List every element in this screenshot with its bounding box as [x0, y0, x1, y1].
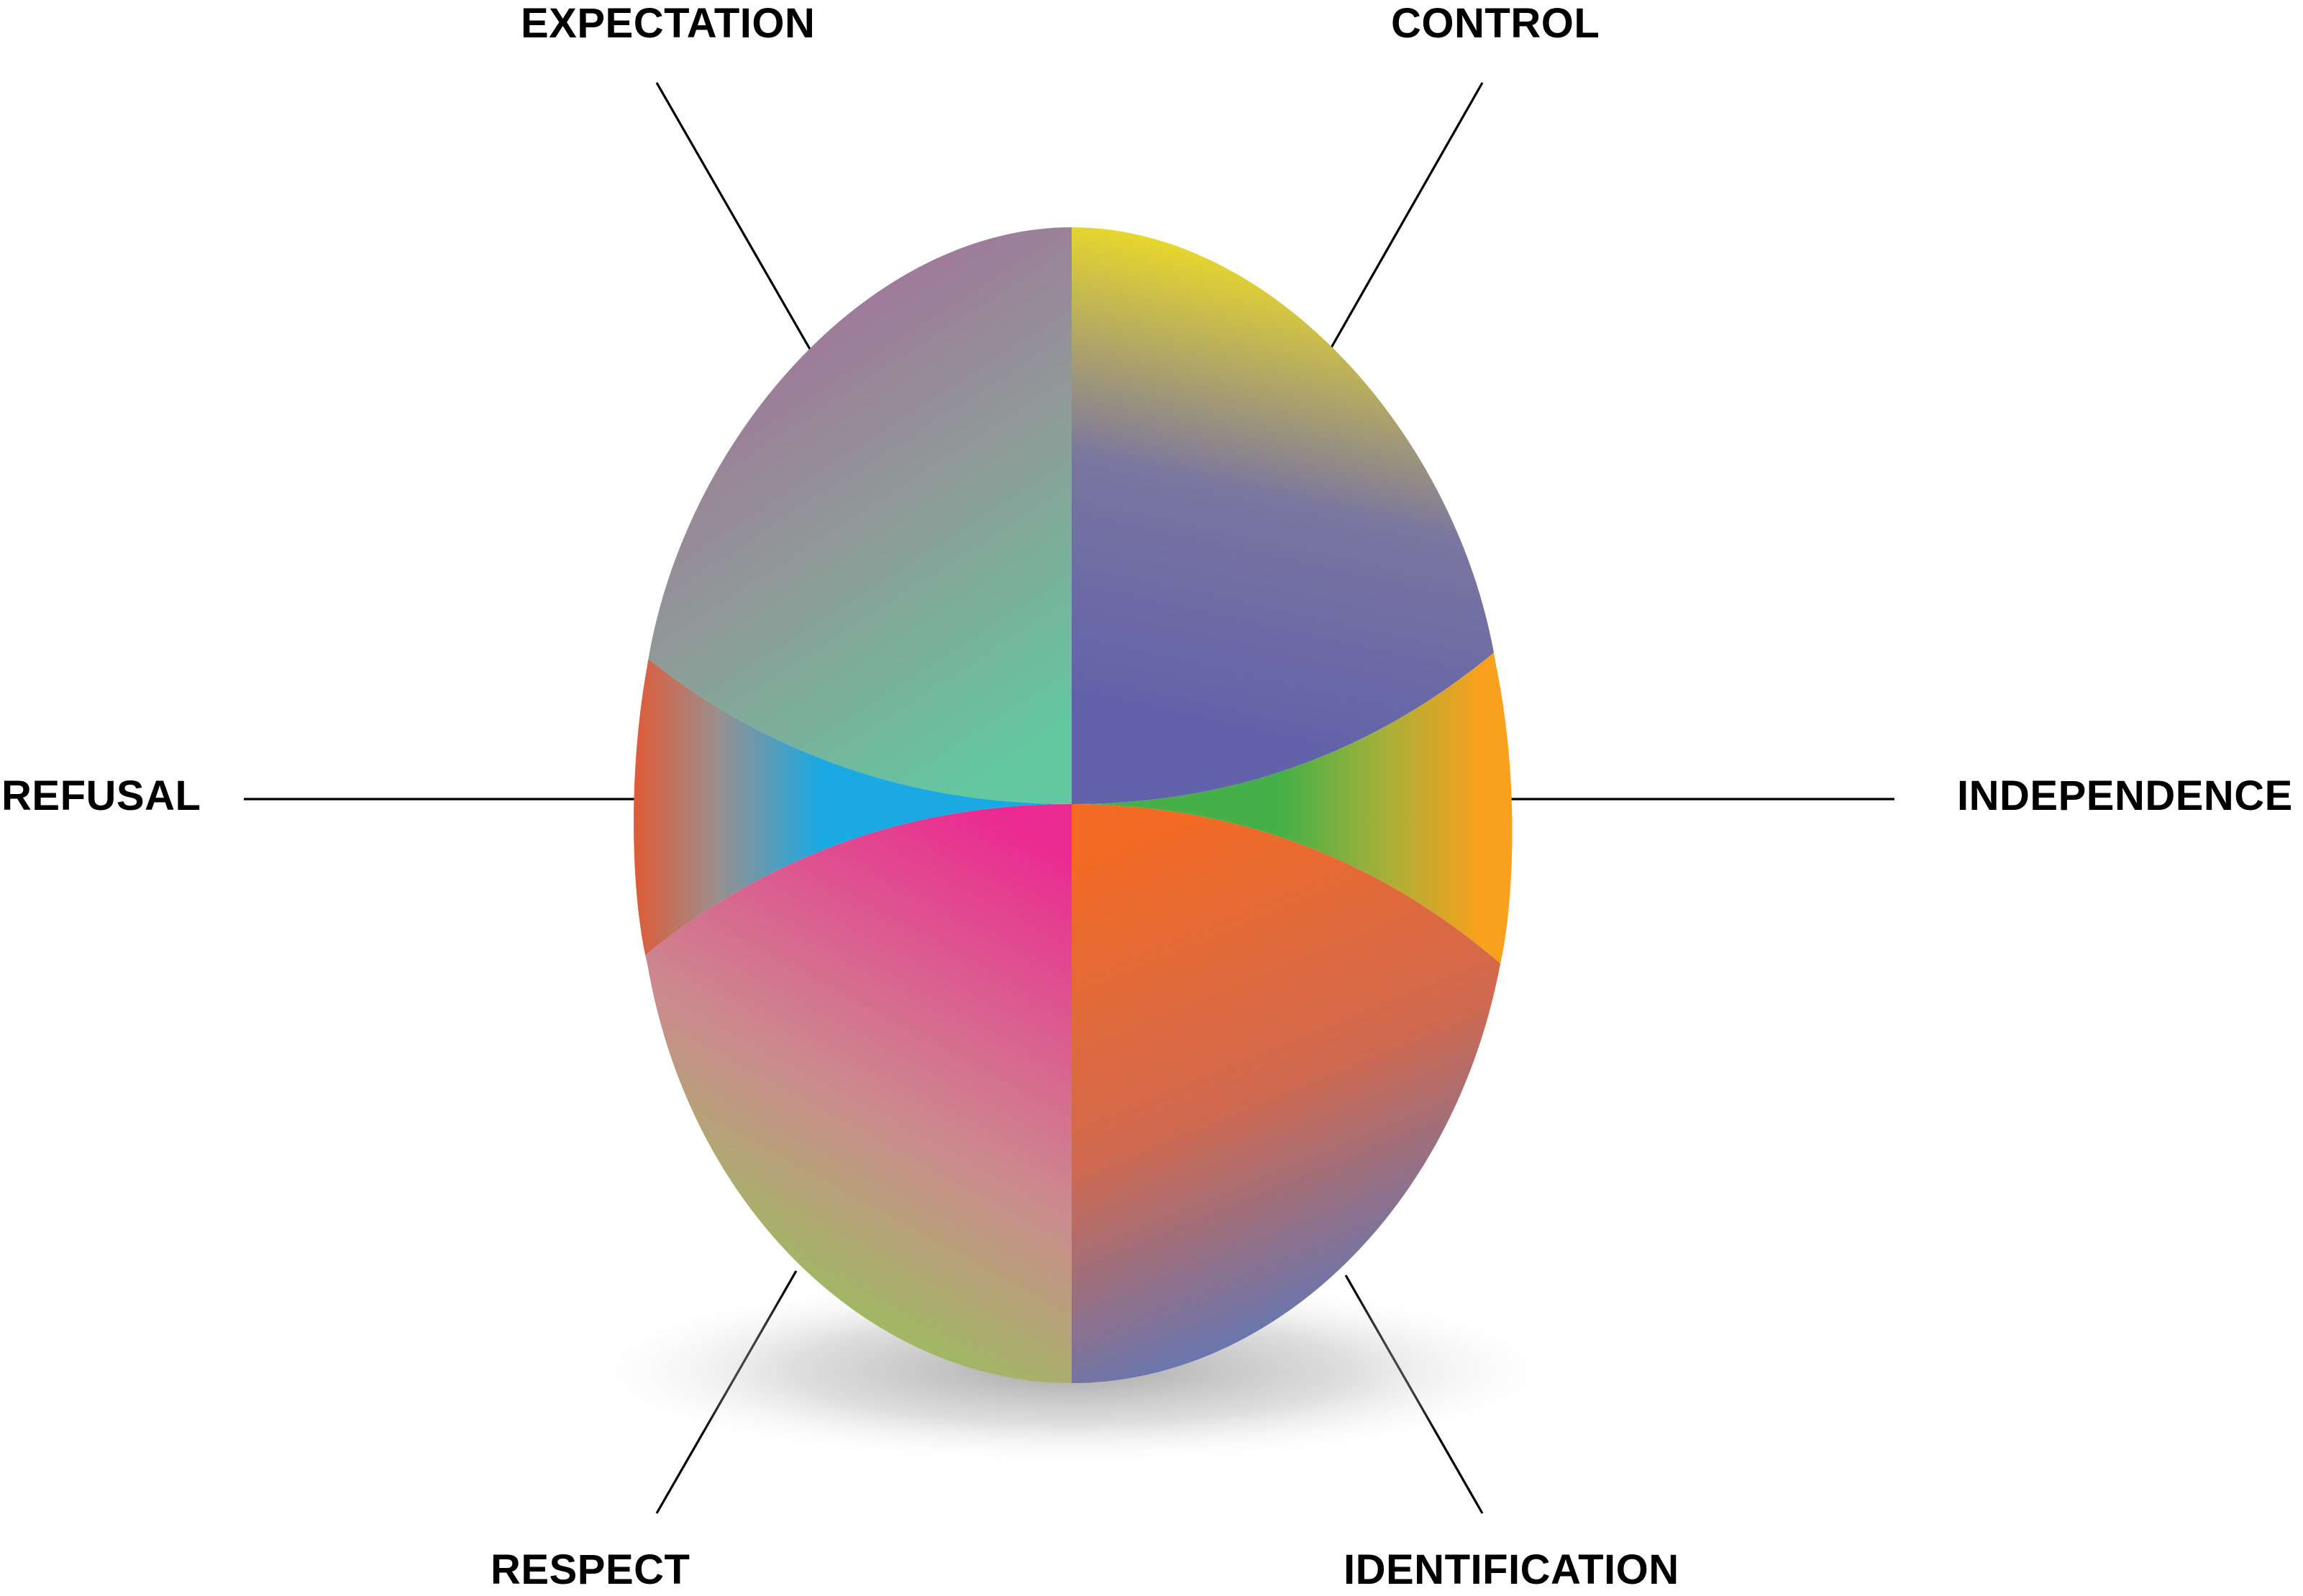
segment-independence — [1072, 626, 1513, 985]
segment-refusal — [634, 634, 1072, 978]
label-control: CONTROL — [1391, 0, 1600, 47]
label-respect: RESPECT — [491, 1546, 690, 1593]
label-identification: IDENTIFICATION — [1344, 1546, 1679, 1593]
connector-control — [1323, 82, 1484, 360]
connector-expectation — [655, 82, 812, 351]
label-expectation: EXPECTATION — [521, 0, 816, 47]
label-refusal: REFUSAL — [1, 772, 201, 819]
label-independence: INDEPENDENCE — [1957, 772, 2293, 819]
egg — [634, 227, 1513, 1383]
